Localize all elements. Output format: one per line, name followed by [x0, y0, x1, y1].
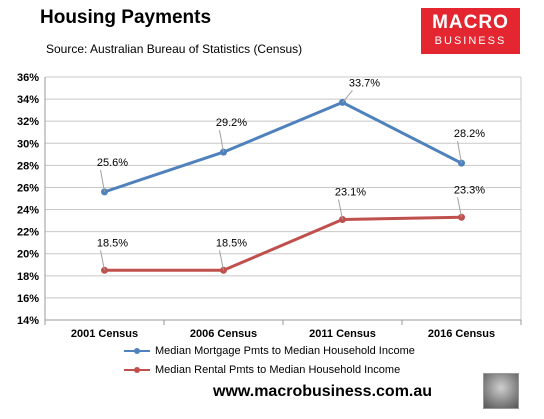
data-label: 29.2%	[216, 117, 247, 129]
x-tick-label: 2001 Census	[71, 328, 138, 340]
x-tick-label: 2006 Census	[190, 328, 257, 340]
x-tick-label: 2016 Census	[428, 328, 495, 340]
data-label-leader	[457, 141, 462, 164]
data-label-leader	[342, 90, 353, 103]
data-label: 18.5%	[97, 237, 128, 249]
y-tick-label: 16%	[17, 293, 39, 305]
y-tick-label: 34%	[17, 94, 39, 106]
data-label: 23.3%	[454, 184, 485, 196]
y-tick-label: 24%	[17, 205, 39, 217]
legend-swatch-rental	[124, 365, 150, 375]
logo-line-1: MACRO	[432, 12, 509, 33]
series-line	[104, 100, 463, 194]
series-line	[104, 215, 462, 272]
wolf-icon	[483, 373, 519, 409]
x-tick-label: 2011 Census	[309, 328, 376, 340]
y-tick-label: 14%	[17, 315, 39, 327]
legend-item-mortgage: Median Mortgage Pmts to Median Household…	[124, 345, 415, 357]
y-tick-label: 32%	[17, 116, 39, 128]
legend-label-mortgage: Median Mortgage Pmts to Median Household…	[155, 345, 415, 357]
y-tick-label: 22%	[17, 227, 39, 239]
y-tick-label: 30%	[17, 138, 39, 150]
data-label: 25.6%	[97, 157, 128, 169]
data-label-leader	[219, 130, 224, 153]
website-url: www.macrobusiness.com.au	[213, 383, 433, 400]
data-label-leader	[100, 169, 105, 192]
data-label: 23.1%	[335, 186, 366, 198]
chart-subtitle: Source: Australian Bureau of Statistics …	[46, 42, 303, 56]
y-tick-label: 20%	[17, 249, 39, 261]
data-label-leader	[219, 250, 224, 271]
data-label: 28.2%	[454, 128, 485, 140]
chart-title: Housing Payments	[40, 7, 212, 28]
logo-line-2: BUSINESS	[434, 35, 507, 47]
legend-label-rental: Median Rental Pmts to Median Household I…	[155, 364, 401, 376]
data-label: 33.7%	[349, 77, 380, 89]
data-label-leader	[100, 250, 105, 271]
data-label: 18.5%	[216, 237, 247, 249]
data-label-leader	[457, 197, 462, 218]
legend-swatch-mortgage	[124, 346, 150, 356]
y-tick-label: 28%	[17, 160, 39, 172]
legend-item-rental: Median Rental Pmts to Median Household I…	[124, 364, 400, 376]
y-tick-label: 26%	[17, 182, 39, 194]
y-tick-label: 36%	[17, 72, 39, 84]
macrobusiness-logo: MACRO BUSINESS	[421, 8, 520, 54]
y-tick-label: 18%	[17, 271, 39, 283]
data-label-leader	[338, 199, 343, 220]
